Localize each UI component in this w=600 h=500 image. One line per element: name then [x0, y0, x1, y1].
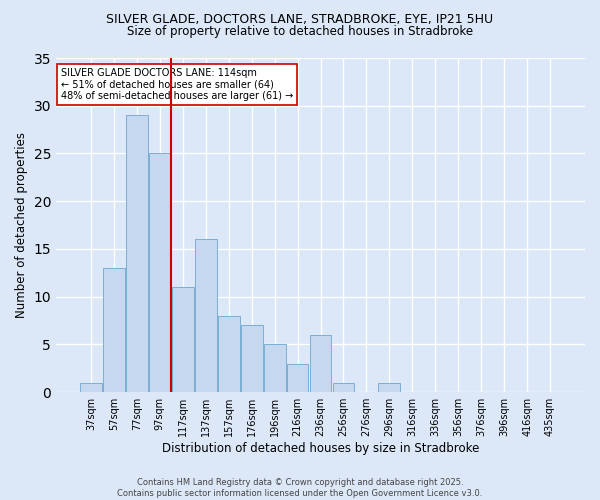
Bar [287, 364, 308, 392]
Text: Contains HM Land Registry data © Crown copyright and database right 2025.
Contai: Contains HM Land Registry data © Crown c… [118, 478, 482, 498]
Bar [80, 382, 102, 392]
Text: Size of property relative to detached houses in Stradbroke: Size of property relative to detached ho… [127, 25, 473, 38]
Bar [310, 335, 331, 392]
Bar [195, 240, 217, 392]
Bar [379, 382, 400, 392]
X-axis label: Distribution of detached houses by size in Stradbroke: Distribution of detached houses by size … [162, 442, 479, 455]
Bar [241, 326, 263, 392]
Bar [264, 344, 286, 392]
Bar [172, 287, 194, 392]
Bar [218, 316, 239, 392]
Text: SILVER GLADE, DOCTORS LANE, STRADBROKE, EYE, IP21 5HU: SILVER GLADE, DOCTORS LANE, STRADBROKE, … [106, 12, 494, 26]
Bar [103, 268, 125, 392]
Bar [126, 116, 148, 392]
Text: SILVER GLADE DOCTORS LANE: 114sqm
← 51% of detached houses are smaller (64)
48% : SILVER GLADE DOCTORS LANE: 114sqm ← 51% … [61, 68, 293, 101]
Y-axis label: Number of detached properties: Number of detached properties [15, 132, 28, 318]
Bar [149, 154, 171, 392]
Bar [332, 382, 355, 392]
